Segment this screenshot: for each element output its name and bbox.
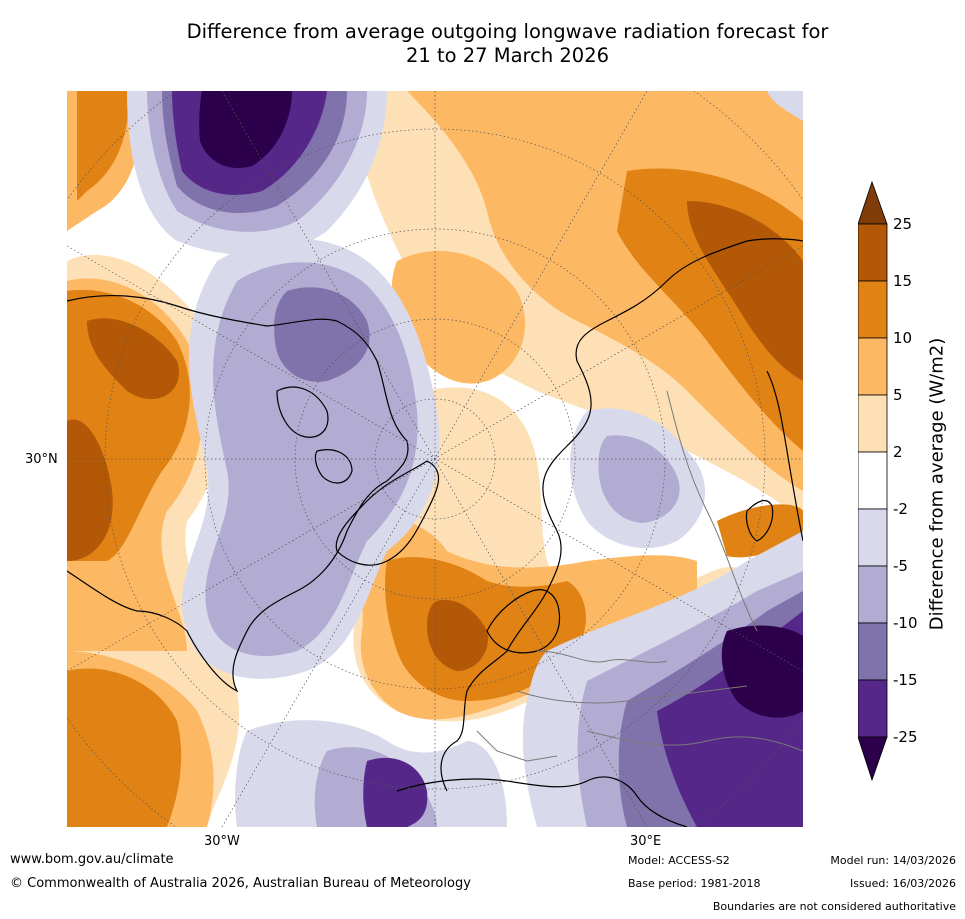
coastline-greenland bbox=[335, 460, 440, 566]
graticule bbox=[67, 91, 803, 827]
issued-date: Issued: 16/03/2026 bbox=[849, 877, 956, 890]
colorbar-tick: 15 bbox=[893, 272, 913, 290]
colorbar-segment-15-25 bbox=[857, 223, 888, 282]
colorbar bbox=[857, 180, 898, 782]
border-line bbox=[536, 650, 668, 663]
latitude-circle bbox=[104, 128, 766, 790]
positive-anomaly-fields bbox=[67, 91, 803, 827]
coastline-east-asia bbox=[766, 370, 803, 542]
colorbar-tick: 2 bbox=[893, 443, 903, 461]
copyright-notice: © Commonwealth of Australia 2026, Austra… bbox=[10, 876, 471, 891]
colorbar-segment-10-15 bbox=[857, 280, 888, 339]
coastline-mediterranean bbox=[396, 776, 688, 827]
colorbar-segment-neutral bbox=[857, 451, 888, 510]
colorbar-segment-minus15-minus10 bbox=[857, 622, 888, 681]
colorbar-over-triangle bbox=[857, 180, 888, 225]
colorbar-segment-minus25-minus15 bbox=[857, 679, 888, 738]
colorbar-tick: -25 bbox=[893, 728, 918, 746]
anomaly-region bbox=[687, 201, 803, 381]
colorbar-tick: 5 bbox=[893, 386, 903, 404]
label-30e: 30°E bbox=[630, 834, 662, 849]
base-period: Base period: 1981-2018 bbox=[628, 877, 761, 890]
coastline-eurasia bbox=[440, 238, 803, 792]
colorbar-tick: -5 bbox=[893, 557, 908, 575]
colorbar-label: Difference from average (W/m2) bbox=[926, 337, 948, 631]
border-line bbox=[666, 390, 758, 632]
coastline-scandinavia bbox=[486, 589, 561, 654]
model-run-date: Model run: 14/03/2026 bbox=[830, 854, 956, 867]
anomaly-region bbox=[199, 91, 292, 169]
anomaly-region bbox=[721, 625, 803, 718]
boundaries-disclaimer: Boundaries are not considered authoritat… bbox=[712, 900, 956, 913]
colorbar-segment-2-5 bbox=[857, 394, 888, 453]
colorbar-tick: -15 bbox=[893, 671, 918, 689]
anomaly-region bbox=[274, 287, 370, 382]
anomaly-region bbox=[363, 757, 428, 827]
website-link[interactable]: www.bom.gov.au/climate bbox=[10, 852, 174, 867]
border-line bbox=[476, 730, 558, 762]
anomaly-region bbox=[391, 251, 526, 384]
anomaly-region bbox=[67, 668, 182, 827]
colorbar-segment-5-10 bbox=[857, 337, 888, 396]
colorbar-tick: 10 bbox=[893, 329, 913, 347]
anomaly-region bbox=[87, 318, 179, 400]
coastline-japan bbox=[745, 499, 774, 542]
colorbar-svg bbox=[857, 180, 888, 782]
anomaly-region bbox=[767, 91, 803, 121]
border-line bbox=[516, 685, 748, 704]
colorbar-tick: -2 bbox=[893, 500, 908, 518]
map-title: Difference from average outgoing longwav… bbox=[100, 20, 915, 68]
country-borders bbox=[476, 390, 803, 762]
label-30n: 30°N bbox=[25, 452, 58, 467]
colorbar-under-triangle bbox=[857, 736, 888, 782]
model-name: Model: ACCESS-S2 bbox=[628, 854, 730, 867]
olr-anomaly-map bbox=[67, 91, 803, 827]
latitude-circle bbox=[204, 228, 666, 690]
border-line bbox=[586, 730, 803, 752]
coastlines bbox=[67, 238, 803, 827]
anomaly-region bbox=[598, 435, 680, 523]
anomaly-region bbox=[427, 600, 488, 671]
negative-anomaly-fields bbox=[127, 91, 803, 827]
colorbar-segment-minus10-minus5 bbox=[857, 565, 888, 624]
title-line-1: Difference from average outgoing longwav… bbox=[186, 20, 829, 43]
colorbar-tick: 25 bbox=[893, 215, 913, 233]
anomaly-region bbox=[77, 91, 128, 201]
title-line-2: 21 to 27 March 2026 bbox=[405, 44, 610, 67]
label-30w: 30°W bbox=[204, 834, 240, 849]
colorbar-tick: -10 bbox=[893, 614, 918, 632]
meridian-line bbox=[67, 245, 803, 672]
coastline-islands bbox=[276, 386, 353, 484]
coastline-north-america bbox=[67, 294, 409, 693]
map-canvas bbox=[67, 91, 803, 827]
anomaly-region bbox=[67, 419, 113, 561]
colorbar-segment-minus5-minus2 bbox=[857, 508, 888, 567]
